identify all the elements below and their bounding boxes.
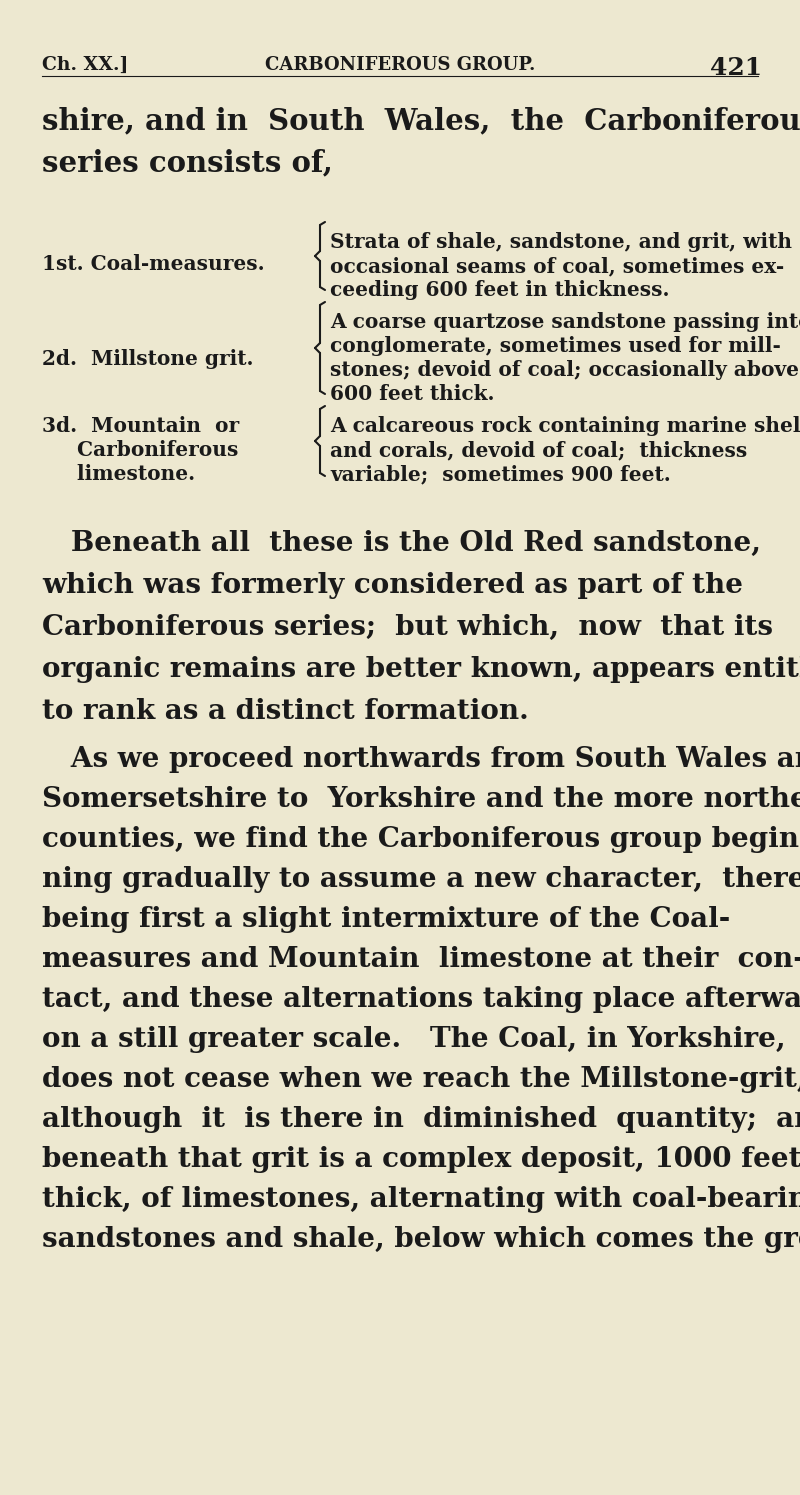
Text: does not cease when we reach the Millstone-grit,: does not cease when we reach the Millsto… [42, 1066, 800, 1093]
Text: ning gradually to assume a new character,  there: ning gradually to assume a new character… [42, 866, 800, 893]
Text: measures and Mountain  limestone at their  con-: measures and Mountain limestone at their… [42, 946, 800, 973]
Text: organic remains are better known, appears entitled: organic remains are better known, appear… [42, 656, 800, 683]
Text: CARBONIFEROUS GROUP.: CARBONIFEROUS GROUP. [265, 55, 535, 73]
Text: Beneath all  these is the Old Red sandstone,: Beneath all these is the Old Red sandsto… [42, 531, 761, 558]
Text: to rank as a distinct formation.: to rank as a distinct formation. [42, 698, 529, 725]
Text: Strata of shale, sandstone, and grit, with: Strata of shale, sandstone, and grit, wi… [330, 232, 792, 253]
Text: 3d.  Mountain  or: 3d. Mountain or [42, 416, 239, 437]
Text: sandstones and shale, below which comes the great: sandstones and shale, below which comes … [42, 1226, 800, 1253]
Text: 421: 421 [710, 55, 762, 81]
Text: Carboniferous series;  but which,  now  that its: Carboniferous series; but which, now tha… [42, 614, 773, 641]
Text: As we proceed northwards from South Wales and: As we proceed northwards from South Wale… [42, 746, 800, 773]
Text: shire, and in  South  Wales,  the  Carboniferous: shire, and in South Wales, the Carbonife… [42, 106, 800, 135]
Text: on a still greater scale.   The Coal, in Yorkshire,: on a still greater scale. The Coal, in Y… [42, 1026, 786, 1052]
Text: A coarse quartzose sandstone passing into a: A coarse quartzose sandstone passing int… [330, 312, 800, 332]
Text: variable;  sometimes 900 feet.: variable; sometimes 900 feet. [330, 463, 670, 484]
Text: limestone.: limestone. [42, 463, 195, 484]
Text: ceeding 600 feet in thickness.: ceeding 600 feet in thickness. [330, 280, 670, 300]
Text: tact, and these alternations taking place afterwards: tact, and these alternations taking plac… [42, 987, 800, 1014]
Text: conglomerate, sometimes used for mill-: conglomerate, sometimes used for mill- [330, 336, 781, 356]
Text: and corals, devoid of coal;  thickness: and corals, devoid of coal; thickness [330, 440, 747, 460]
Text: Somersetshire to  Yorkshire and the more northern: Somersetshire to Yorkshire and the more … [42, 786, 800, 813]
Text: beneath that grit is a complex deposit, 1000 feet: beneath that grit is a complex deposit, … [42, 1147, 800, 1174]
Text: 600 feet thick.: 600 feet thick. [330, 384, 494, 404]
Text: Ch. XX.]: Ch. XX.] [42, 55, 128, 73]
Text: 1st. Coal-measures.: 1st. Coal-measures. [42, 254, 265, 274]
Text: A calcareous rock containing marine shells: A calcareous rock containing marine shel… [330, 416, 800, 437]
Text: occasional seams of coal, sometimes ex-: occasional seams of coal, sometimes ex- [330, 256, 784, 277]
Text: 2d.  Millstone grit.: 2d. Millstone grit. [42, 348, 254, 369]
Text: which was formerly considered as part of the: which was formerly considered as part of… [42, 573, 743, 599]
Text: thick, of limestones, alternating with coal-bearing: thick, of limestones, alternating with c… [42, 1186, 800, 1212]
Text: counties, we find the Carboniferous group begin-: counties, we find the Carboniferous grou… [42, 827, 800, 854]
Text: although  it  is there in  diminished  quantity;  and: although it is there in diminished quant… [42, 1106, 800, 1133]
Text: series consists of,: series consists of, [42, 148, 333, 176]
Text: stones; devoid of coal; occasionally above: stones; devoid of coal; occasionally abo… [330, 360, 799, 380]
Text: Carboniferous: Carboniferous [42, 440, 238, 460]
Text: being first a slight intermixture of the Coal-: being first a slight intermixture of the… [42, 906, 730, 933]
